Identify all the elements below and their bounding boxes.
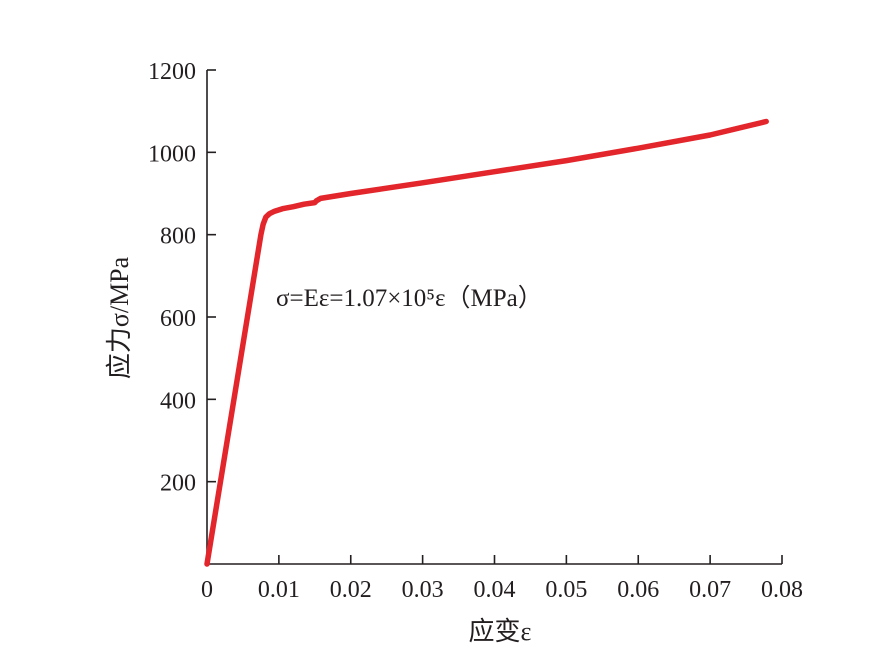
- x-tick-label: 0.02: [330, 577, 372, 603]
- y-tick-label: 600: [160, 306, 196, 332]
- y-tick-label: 200: [160, 471, 196, 497]
- axes: [206, 70, 782, 565]
- x-tick-label: 0.08: [761, 577, 803, 603]
- x-ticks: 0 0.01 0.02 0.03 0.04 0.05 0.06 0.07 0.08: [201, 555, 803, 603]
- x-tick-label: 0: [201, 577, 213, 603]
- equation-annotation: σ=Eε=1.07×10⁵ε（MPa）: [276, 284, 543, 312]
- y-axis-title: 应力σ/MPa: [105, 256, 134, 379]
- x-axis-title: 应变ε: [469, 617, 532, 646]
- x-tick-label: 0.05: [545, 577, 587, 603]
- y-ticks: 200 400 600 800 1000 1200: [148, 59, 216, 497]
- x-tick-label: 0.07: [689, 577, 731, 603]
- x-tick-label: 0.03: [402, 577, 444, 603]
- y-tick-label: 400: [160, 388, 196, 414]
- x-tick-label: 0.01: [258, 577, 300, 603]
- y-tick-label: 1000: [148, 141, 196, 167]
- plot-area: [204, 118, 769, 567]
- x-tick-label: 0.06: [617, 577, 659, 603]
- y-tick-label: 1200: [148, 59, 196, 85]
- x-tick-label: 0.04: [474, 577, 516, 603]
- y-tick-label: 800: [160, 224, 196, 250]
- stress-strain-curve: [204, 118, 769, 567]
